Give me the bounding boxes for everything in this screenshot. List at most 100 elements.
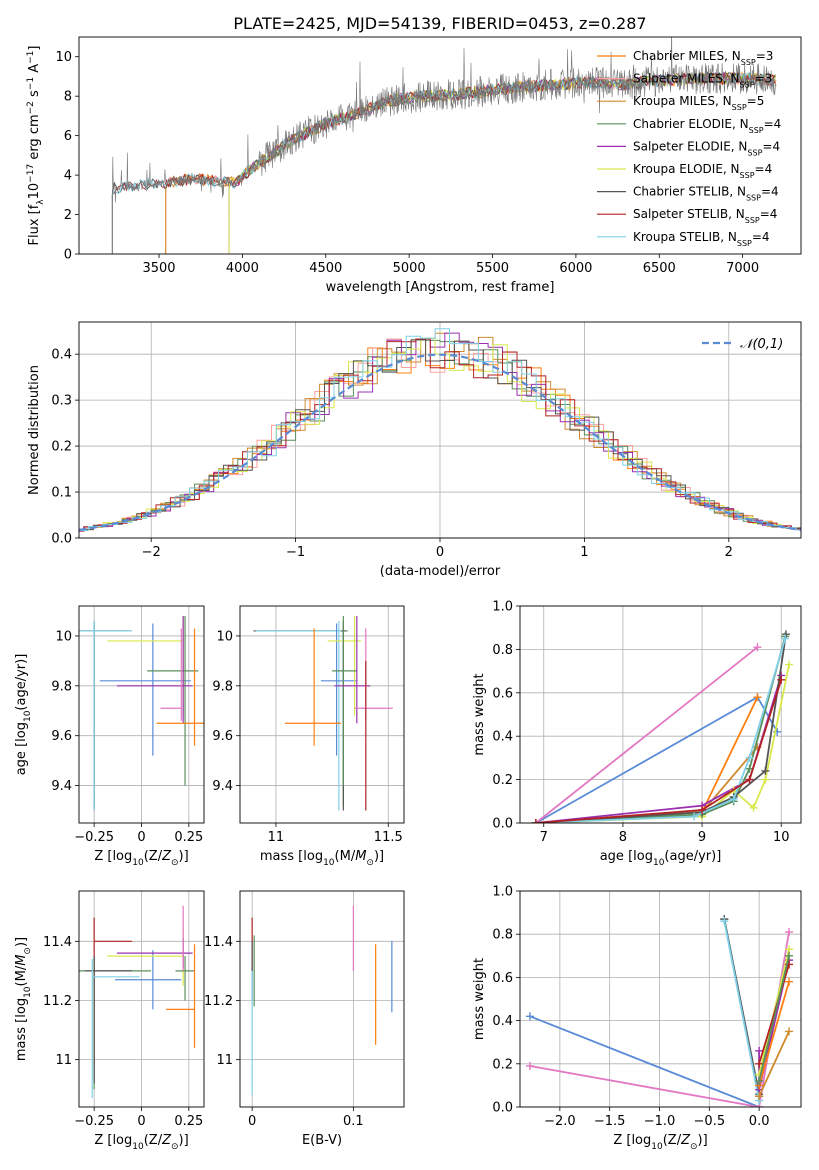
age_vs_mass-frame	[239, 605, 405, 824]
mass_vs_Z-y-axis-label: mass [log10(M/M⊙)]	[14, 937, 33, 1061]
residuals-tick-label-x: 2	[725, 545, 733, 560]
mass_vs_ebv-tick-label-x: 0	[248, 1114, 256, 1129]
age_vs_mass-tick-label-y: 9.6	[212, 729, 233, 744]
spectrum-tick-label-x: 5000	[393, 261, 426, 276]
mass_vs_ebv-plot-area	[251, 905, 393, 1096]
mass_vs_Z-tick-label-y: 11.2	[43, 994, 72, 1009]
series-point-marker	[753, 643, 762, 652]
weight_vs_Z-x-axis-label: Z [log10(Z/Z⊙)]	[613, 1133, 707, 1152]
weight_vs_age-plot-area	[531, 630, 794, 823]
mass_vs_ebv-x-axis-label: E(B-V)	[302, 1133, 342, 1148]
weight_vs_age-tick-label-y: 0.4	[492, 730, 513, 745]
spectrum-tick-label-x: 6000	[559, 261, 592, 276]
normal-reference-curve	[79, 353, 801, 531]
histogram-step-line	[79, 337, 801, 531]
age_vs_Z-tick-label-y: 9.8	[51, 679, 72, 694]
spectrum-tick-label-y: 8	[64, 90, 72, 105]
series-point-marker	[720, 917, 729, 926]
residuals-tick-label-x: 1	[580, 545, 588, 560]
legend-label: Chabrier ELODIE, NSSP=4	[633, 117, 781, 135]
weight_vs_age-frame	[519, 605, 802, 824]
spectrum-tick-label-x: 4000	[226, 261, 259, 276]
weight_vs_Z-tick-label-y: 0.0	[492, 1101, 513, 1116]
series-line	[758, 955, 790, 1082]
mass_vs_ebv-tick-label-y: 11.2	[204, 994, 233, 1009]
weight_vs_age-tick-label-x: 10	[773, 830, 790, 845]
age_vs_Z-tick-label-y: 9.4	[51, 779, 72, 794]
residuals-x-axis-label: (data-model)/error	[380, 564, 501, 579]
weight_vs_Z-tick-label-x: 0.0	[749, 1114, 770, 1129]
mass_vs_ebv-tick-label-y: 11.4	[204, 935, 233, 950]
weight_vs_age-x-axis-label: age [log10(age/yr)]	[600, 849, 722, 868]
legend-label: Chabrier MILES, NSSP=3	[633, 49, 773, 67]
series-point-marker	[525, 1061, 534, 1070]
spectrum-y-axis-label: Flux [fλ10−17 erg cm−2 s−1 A−1]	[26, 46, 46, 246]
weight_vs_age-tick-label-x: 8	[619, 830, 627, 845]
age_vs_mass-tick-label-y: 10	[216, 629, 233, 644]
series-line	[535, 636, 787, 823]
series-point-marker	[690, 812, 699, 821]
residuals-frame	[78, 321, 802, 539]
series-line	[723, 921, 760, 1101]
residuals-tick-label-x: 0	[436, 545, 444, 560]
residuals-y-axis-label: Normed distribution	[27, 365, 42, 495]
weight_vs_Z-tick-label-y: 0.8	[492, 928, 513, 943]
age_vs_Z-y-axis-label: age [log10(age/yr)]	[14, 654, 33, 776]
weight_vs_age-tick-label-x: 9	[698, 830, 706, 845]
series-line	[535, 646, 759, 823]
spectrum-tick-label-x: 6500	[643, 261, 676, 276]
spectrum-tick-label-y: 2	[64, 208, 72, 223]
weight_vs_Z-plot-area	[525, 915, 794, 1107]
age_vs_Z-plot-area	[79, 615, 204, 811]
age_vs_mass-x-axis-label: mass [log10(M/M⊙)]	[260, 849, 384, 868]
series-point-marker	[531, 819, 540, 823]
series-point-marker	[781, 630, 790, 639]
weight_vs_age-tick-label-y: 0.6	[492, 686, 513, 701]
age_vs_Z-tick-label-y: 9.6	[51, 729, 72, 744]
series-point-marker	[755, 1092, 764, 1101]
series-point-marker	[785, 977, 794, 986]
mass_vs_ebv-frame	[239, 890, 405, 1108]
legend-label: Salpeter STELIB, NSSP=4	[633, 207, 777, 225]
mass_vs_Z-x-axis-label: Z [log10(Z/Z⊙)]	[94, 1133, 188, 1152]
series-point-marker	[781, 634, 790, 643]
series-point-marker	[698, 805, 707, 814]
spectrum-tick-label-x: 7000	[726, 261, 759, 276]
legend-label: Salpeter MILES, NSSP=3	[633, 72, 772, 90]
series-point-marker	[525, 1012, 534, 1021]
legend-label: Kroupa ELODIE, NSSP=4	[633, 162, 772, 180]
series-point-marker	[761, 766, 770, 775]
histogram-step-line	[79, 339, 801, 533]
spectrum-tick-label-x: 3500	[142, 261, 175, 276]
mass_vs_Z-tick-label-y: 11	[55, 1053, 72, 1068]
weight_vs_Z-tick-label-x: −1.0	[644, 1114, 676, 1129]
legend-label: Salpeter ELODIE, NSSP=4	[633, 139, 780, 157]
series-line	[535, 638, 787, 823]
series-line	[758, 964, 790, 1065]
residuals-tick-label-y: 0.2	[51, 440, 72, 455]
mass_vs_Z-tick-label-x: 0.25	[174, 1114, 203, 1129]
series-line	[535, 679, 783, 823]
legend-label: Kroupa STELIB, NSSP=4	[633, 230, 770, 248]
weight_vs_Z-tick-label-x: −2.0	[544, 1114, 576, 1129]
weight_vs_age-tick-label-y: 1.0	[492, 600, 513, 615]
series-point-marker	[785, 1027, 794, 1036]
series-point-marker	[745, 775, 754, 784]
series-point-marker	[745, 753, 754, 762]
age_vs_mass-plot-area	[253, 615, 393, 811]
weight_vs_Z-y-axis-label: mass weight	[472, 958, 487, 1040]
series-point-marker	[755, 1059, 764, 1068]
histogram-step-line	[79, 328, 801, 531]
age_vs_mass-tick-label-x: 11	[268, 830, 285, 845]
spectrum-frame	[78, 36, 802, 255]
age_vs_Z-tick-label-x: −0.25	[74, 830, 114, 845]
weight_vs_Z-tick-label-x: −0.5	[694, 1114, 726, 1129]
spectrum-tick-label-y: 6	[64, 129, 72, 144]
weight_vs_age-tick-label-y: 0.2	[492, 773, 513, 788]
series-line	[535, 664, 790, 823]
mass_vs_Z-tick-label-x: 0	[137, 1114, 145, 1129]
figure-title: PLATE=2425, MJD=54139, FIBERID=0453, z=0…	[233, 14, 646, 33]
series-point-marker	[755, 1046, 764, 1055]
series-point-marker	[753, 693, 762, 702]
series-point-marker	[749, 803, 758, 812]
